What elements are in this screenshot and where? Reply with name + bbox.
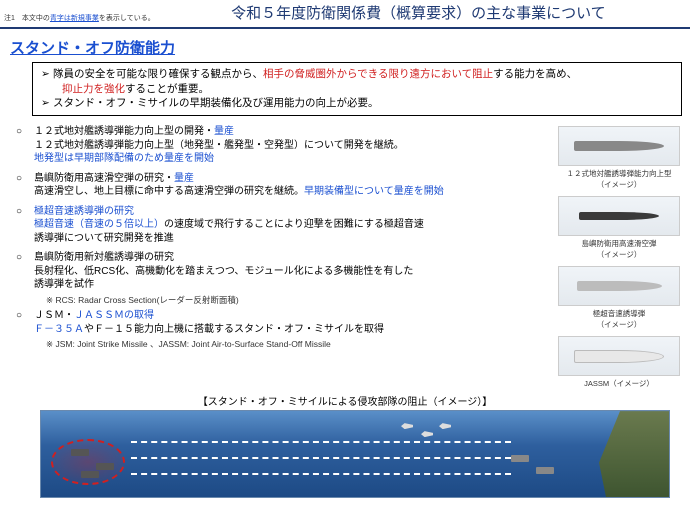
lead-box: ➢隊員の安全を可能な限り確保する観点から、相手の脅威圏外からできる限り遠方におい… [32,62,682,116]
thumbnail: JASSM（イメージ） [554,336,684,389]
list-item: ○ ＪＳＭ・ＪＡＳＳＭの取得 Ｆ－３５ＡやＦ－１５能力向上機に搭載するスタンド・… [10,306,554,339]
thumbnail: １２式地対艦誘導弾能力向上型 （イメージ） [554,126,684,190]
list-item: ○ 島嶼防衛用高速滑空弾の研究・量産 高速滑空し、地上目標に命中する高速滑空弾の… [10,169,554,202]
content-row: ○ １２式地対艦誘導弾能力向上型の開発・量産 １２式地対艦誘導弾能力向上型（地発… [0,122,690,389]
section-title: スタンド・オフ防衛能力 [10,37,684,58]
footnote: ※ JSM: Joint Strike Missile 、JASSM: Join… [10,339,554,350]
thumbnail: 島嶼防衛用高速滑空弾 （イメージ） [554,196,684,260]
page-title: 令和５年度防衛関係費（概算要求）の主な事業について [155,2,682,25]
bullet-list: ○ １２式地対艦誘導弾能力向上型の開発・量産 １２式地対艦誘導弾能力向上型（地発… [10,122,554,389]
thumbnail: 極超音速誘導弾 （イメージ） [554,266,684,330]
top-note: 注1 本文中の青字は新規事業を表示している。 [4,13,155,25]
footnote: ※ RCS: Radar Cross Section(レーダー反射断面積) [10,295,554,306]
thumbnail-column: １２式地対艦誘導弾能力向上型 （イメージ） 島嶼防衛用高速滑空弾 （イメージ） … [554,122,684,389]
diagram-title: 【スタンド・オフ・ミサイルによる侵攻部隊の阻止（イメージ）】 [0,393,690,408]
list-item: ○ 島嶼防衛用新対艦誘導弾の研究 長射程化、低RCS化、高機動化を踏まえつつ、モ… [10,248,554,295]
top-bar: 注1 本文中の青字は新規事業を表示している。 令和５年度防衛関係費（概算要求）の… [0,0,690,29]
diagram [40,410,670,498]
list-item: ○ 極超音速誘導弾の研究 極超音速（音速の５倍以上）の速度域で飛行することにより… [10,202,554,249]
list-item: ○ １２式地対艦誘導弾能力向上型の開発・量産 １２式地対艦誘導弾能力向上型（地発… [10,122,554,169]
